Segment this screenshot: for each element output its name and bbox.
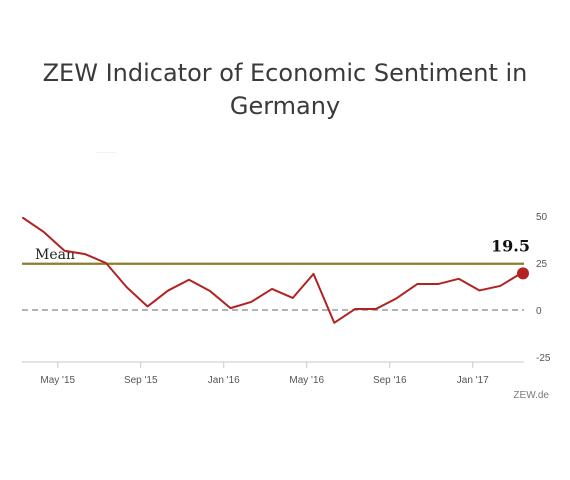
last-value-marker — [517, 267, 529, 280]
credit-label: ZEW.de — [513, 390, 549, 401]
x-tick-label: Jan '16 — [208, 375, 240, 386]
chart-title-line-2: Germany — [229, 92, 341, 120]
x-tick-label: Sep '15 — [124, 375, 158, 386]
divider — [96, 152, 116, 153]
y-tick-label: 25 — [536, 259, 548, 270]
chart-title-line-1: ZEW Indicator of Economic Sentiment in — [42, 59, 528, 87]
last-value-label: 19.5 — [491, 236, 530, 255]
x-tick-label: Jan '17 — [457, 375, 489, 386]
series-line — [22, 216, 522, 324]
x-tick-label: May '16 — [289, 375, 324, 386]
mean-label: Mean — [35, 247, 75, 263]
y-tick-label: 50 — [536, 212, 548, 223]
chart-title: ZEW Indicator of Economic Sentiment in G… — [0, 57, 570, 123]
x-tick-label: May '15 — [40, 375, 75, 386]
y-tick-label: 0 — [536, 306, 542, 317]
y-tick-label: -25 — [536, 353, 551, 364]
x-tick-label: Sep '16 — [373, 375, 407, 386]
